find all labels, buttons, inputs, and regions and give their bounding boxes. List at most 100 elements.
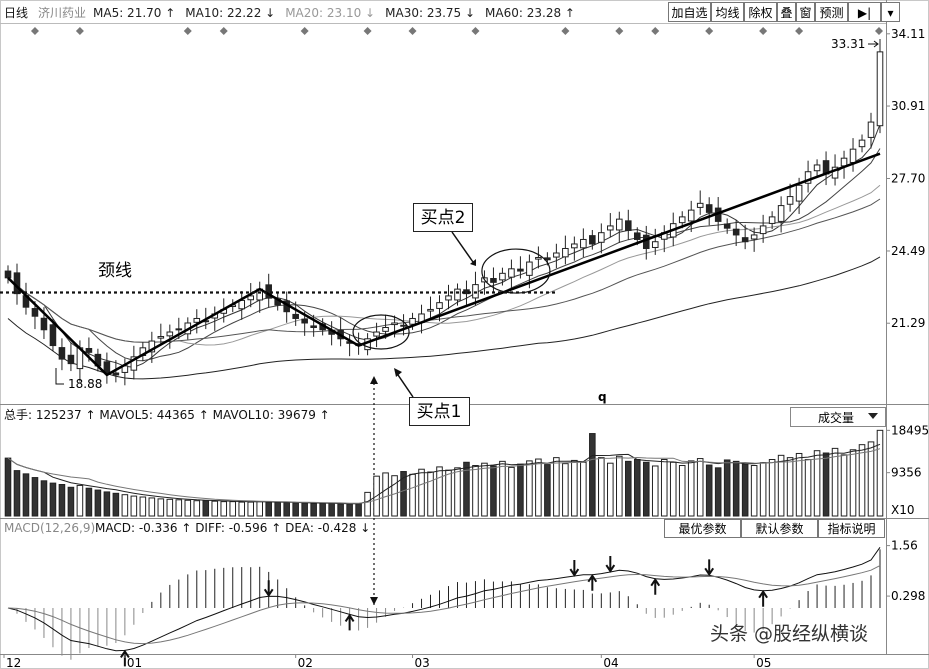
candle-up xyxy=(526,261,533,276)
volume-tick-label: 9356 xyxy=(891,466,922,480)
volume-bar xyxy=(229,501,237,517)
volume-bar xyxy=(166,498,174,517)
toolbar-button[interactable]: 窗 xyxy=(796,2,815,22)
toolbar: 加自选 均线 除权叠窗预测 ▶| ▾ xyxy=(668,2,900,22)
toolbar-button-label: 除权 xyxy=(748,5,772,20)
high-price-label: 33.31 xyxy=(831,37,865,51)
volume-bar xyxy=(346,503,353,517)
period-label[interactable]: 日线 xyxy=(4,6,28,20)
volume-bar xyxy=(148,497,156,517)
candle-down xyxy=(4,270,12,279)
volume-bar xyxy=(382,472,389,517)
toolbar-button[interactable]: 除权 xyxy=(744,2,777,22)
toolbar-button[interactable]: 均线 xyxy=(711,2,744,22)
candle-down xyxy=(85,347,93,353)
buy-point-2-circle xyxy=(481,248,551,294)
candle-up xyxy=(696,202,704,208)
diamond-marker xyxy=(651,27,660,35)
volume-bar xyxy=(220,501,228,517)
toolbar-button[interactable]: 预测 xyxy=(815,2,848,22)
candle-down xyxy=(490,278,497,283)
toolbar-button-frame xyxy=(848,2,881,22)
dea-line xyxy=(7,565,881,645)
volume-bar xyxy=(831,447,839,517)
signal-markers xyxy=(30,27,883,35)
volume-bar xyxy=(589,433,596,517)
candle-down xyxy=(633,232,641,240)
macd-button[interactable]: 最优参数 xyxy=(664,519,741,538)
arrow-head-icon xyxy=(394,368,402,377)
volume-bar xyxy=(40,480,48,517)
ma-legend-item: MA30: 23.75 ↓ xyxy=(385,6,475,20)
volume-bar xyxy=(687,460,695,517)
candle-up xyxy=(427,308,434,312)
candle-up xyxy=(651,241,659,248)
volume-bar xyxy=(364,491,371,517)
volume-bar xyxy=(867,441,875,517)
volume-bar xyxy=(436,466,443,517)
candle-down xyxy=(625,220,632,231)
volume-bar xyxy=(193,500,201,517)
toolbar-button[interactable]: ▶| xyxy=(848,2,881,22)
volume-bar xyxy=(804,458,812,517)
volume-dropdown-label: 成交量 xyxy=(818,410,854,425)
volume-bar xyxy=(553,457,560,517)
price-tick-label: 21.29 xyxy=(891,316,925,330)
arrow-down-icon xyxy=(370,597,378,605)
diamond-marker xyxy=(875,27,883,35)
volume-bar xyxy=(112,492,120,517)
toolbar-button[interactable]: 加自选 xyxy=(668,2,711,22)
toolbar-button-label: 预测 xyxy=(819,6,843,20)
candle-up xyxy=(571,243,578,249)
macd-plot xyxy=(7,547,881,667)
volume-bar xyxy=(705,464,713,517)
volume-bar xyxy=(22,473,30,517)
stock-name: 济川药业 xyxy=(38,5,86,20)
toolbar-button[interactable]: 叠 xyxy=(777,2,796,22)
volume-bar xyxy=(211,500,219,517)
diamond-marker xyxy=(471,27,480,35)
candle-up xyxy=(391,322,398,326)
candle-down xyxy=(741,237,749,243)
volume-bar xyxy=(265,501,272,517)
candle-down xyxy=(103,361,111,374)
candle-up xyxy=(535,257,542,260)
arrow-right-icon xyxy=(868,40,879,48)
volume-indicator-dropdown[interactable]: 成交量 xyxy=(790,407,886,427)
candle-down xyxy=(112,372,120,376)
volume-bar xyxy=(238,501,246,517)
candle-up xyxy=(598,232,605,243)
volume-bar xyxy=(571,459,578,517)
volume-bar xyxy=(696,458,704,517)
candle-up xyxy=(786,196,794,205)
watermark: 头条 @股经纵横谈 xyxy=(710,623,868,645)
price-tick-label: 27.70 xyxy=(891,172,925,186)
volume-bar xyxy=(463,461,470,517)
volume-bar xyxy=(625,460,632,517)
candle-down xyxy=(40,317,48,331)
volume-bar xyxy=(822,452,830,517)
chevron-down-icon xyxy=(868,413,878,419)
candle-up xyxy=(562,247,569,258)
ma-line-5 xyxy=(7,124,881,368)
price-tick-label: 24.49 xyxy=(891,244,925,258)
diamond-marker xyxy=(795,27,804,35)
volume-bar xyxy=(616,455,623,517)
candle-up xyxy=(436,302,443,309)
candle-up xyxy=(831,166,839,179)
volume-bar xyxy=(732,460,740,517)
volume-bar xyxy=(714,467,722,517)
toolbar-button[interactable]: ▾ xyxy=(881,2,900,22)
volume-bar xyxy=(58,484,66,517)
volume-bar xyxy=(13,470,21,517)
volume-bar xyxy=(121,494,129,517)
death-cross-arrow-icon xyxy=(704,559,715,577)
macd-button[interactable]: 指标说明 xyxy=(818,519,885,538)
macd-button[interactable]: 默认参数 xyxy=(741,519,818,538)
buy-point-2-box xyxy=(413,203,473,232)
candle-down xyxy=(49,324,57,347)
